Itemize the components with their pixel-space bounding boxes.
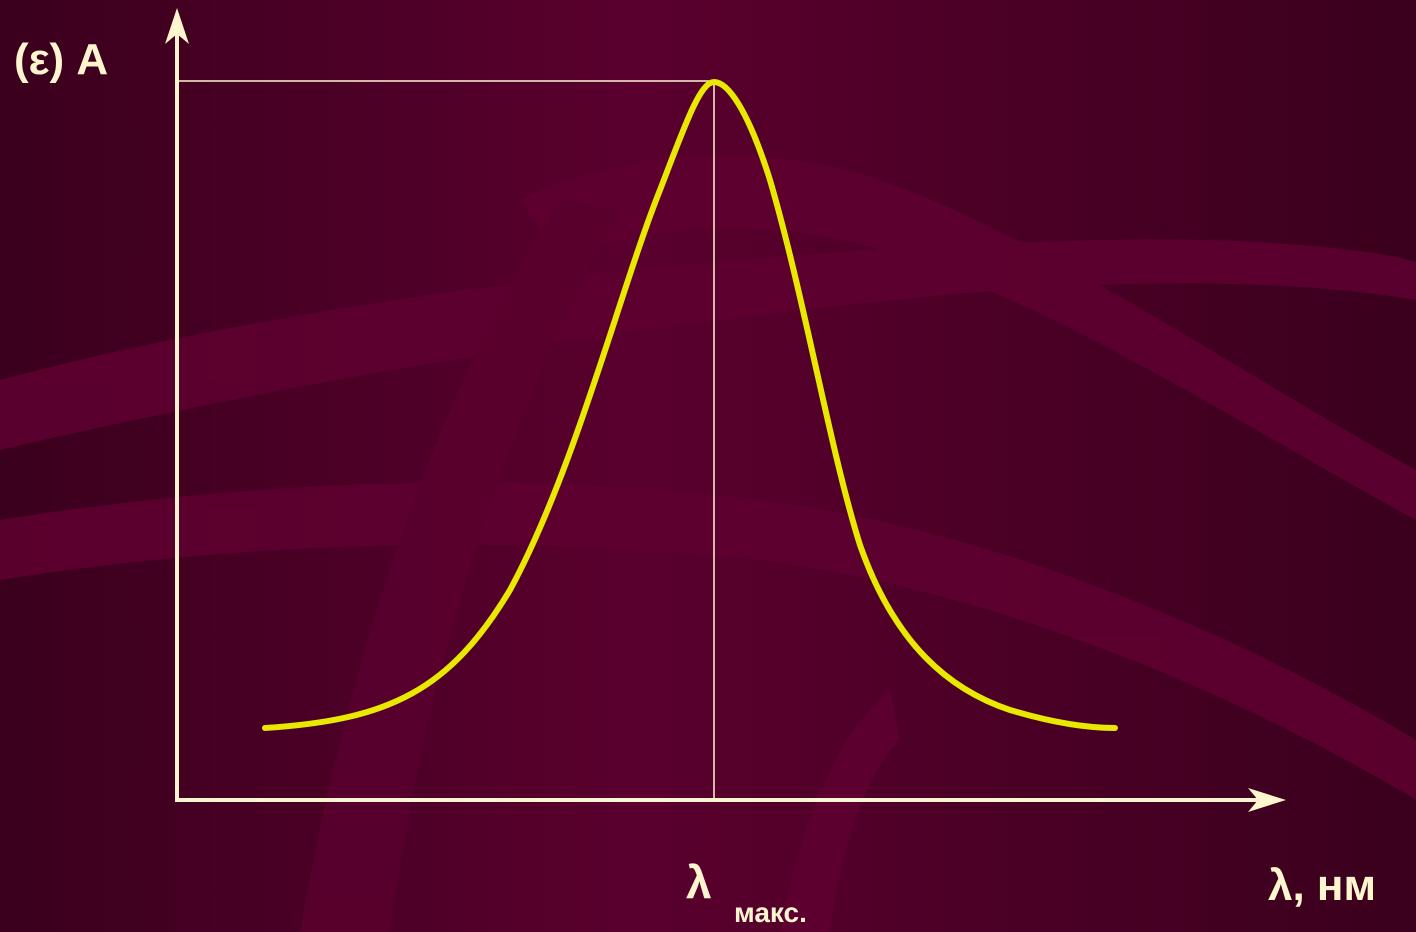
x-axis-arrow-icon xyxy=(1248,788,1286,812)
y-axis-arrow-icon xyxy=(165,8,189,44)
y-axis xyxy=(165,8,189,802)
absorption-curve xyxy=(262,79,1118,731)
x-axis-label: λ, нм xyxy=(1268,861,1376,910)
background-bands xyxy=(0,155,1416,932)
peak-wavelength-subscript: макс. xyxy=(734,897,807,928)
peak-wavelength-symbol: λ xyxy=(686,856,712,908)
y-axis-label: (ε) A xyxy=(14,35,108,84)
x-axis xyxy=(175,788,1286,812)
